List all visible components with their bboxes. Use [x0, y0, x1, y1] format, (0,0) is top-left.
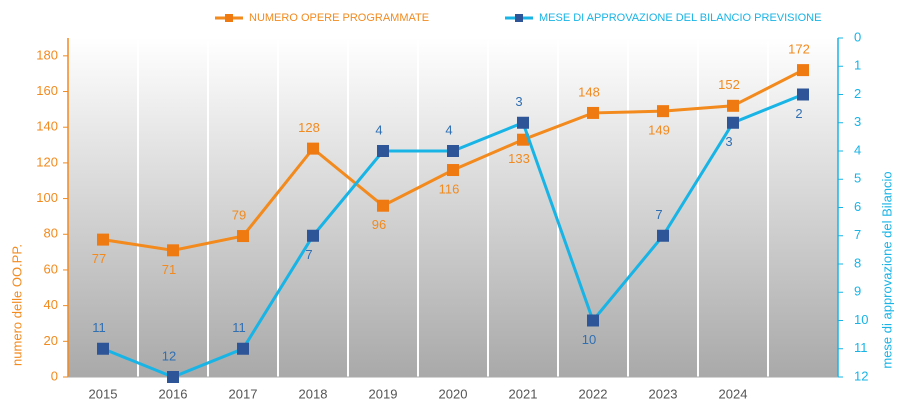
data-label: 11 [232, 320, 246, 335]
data-label: 152 [718, 77, 740, 92]
x-tick-label: 2016 [159, 386, 188, 401]
marker [727, 99, 739, 112]
y2-tick-label: 8 [854, 255, 861, 270]
y-tick-label: 140 [36, 119, 58, 134]
data-label: 149 [648, 123, 670, 138]
data-label: 11 [92, 320, 106, 335]
data-label: 3 [725, 134, 732, 149]
y-tick-label: 0 [51, 368, 58, 383]
plot-background [68, 38, 838, 377]
y2-tick-label: 5 [854, 171, 861, 186]
data-label: 10 [582, 332, 596, 347]
y-tick-label: 80 [44, 226, 58, 241]
y2-tick-label: 11 [854, 340, 868, 355]
y-tick-label: 40 [44, 297, 58, 312]
y2-tick-label: 12 [854, 368, 868, 383]
marker [377, 199, 389, 212]
marker [517, 116, 529, 129]
data-label: 77 [92, 251, 106, 266]
y2-tick-label: 9 [854, 284, 861, 299]
y-tick-label: 100 [36, 190, 58, 205]
data-label: 7 [655, 207, 662, 222]
y2-tick-label: 2 [854, 86, 861, 101]
x-tick-label: 2019 [369, 386, 398, 401]
y2-tick-label: 1 [854, 58, 861, 73]
marker [377, 145, 389, 157]
y2-tick-label: 4 [854, 142, 861, 157]
marker [517, 133, 529, 146]
marker [447, 145, 459, 157]
y-tick-label: 20 [44, 333, 58, 348]
x-tick-label: 2022 [579, 386, 608, 401]
marker [447, 164, 459, 177]
marker [797, 64, 809, 77]
y2-tick-label: 3 [854, 114, 861, 129]
marker [797, 88, 809, 101]
y2-tick-label: 0 [854, 29, 861, 44]
y-axis-label: numero delle OO.PP. [9, 244, 24, 366]
y-tick-label: 180 [36, 47, 58, 62]
legend-label: NUMERO OPERE PROGRAMMATE [249, 12, 429, 24]
y-tick-label: 60 [44, 261, 58, 276]
x-tick-label: 2017 [229, 386, 258, 401]
legend-marker [515, 14, 523, 22]
data-label: 12 [162, 348, 176, 363]
data-label: 4 [375, 122, 382, 137]
marker [237, 342, 249, 355]
y2-tick-label: 7 [854, 227, 861, 242]
marker [97, 342, 109, 355]
data-label: 2 [795, 106, 802, 121]
y-tick-label: 160 [36, 83, 58, 98]
y2-axis-label: mese di approvazione del Bilancio [879, 171, 894, 368]
data-label: 116 [439, 181, 460, 196]
x-tick-label: 2020 [439, 386, 468, 401]
marker [587, 106, 599, 119]
x-tick-label: 2024 [719, 386, 748, 401]
x-tick-label: 2023 [649, 386, 678, 401]
legend-marker [225, 14, 233, 22]
y-tick-label: 120 [36, 154, 58, 169]
data-label: 79 [232, 207, 246, 222]
marker [167, 371, 179, 383]
data-label: 4 [445, 122, 452, 137]
data-label: 172 [788, 42, 810, 57]
marker [97, 233, 109, 246]
x-tick-label: 2015 [89, 386, 118, 401]
marker [657, 105, 669, 118]
data-label: 148 [578, 84, 600, 99]
data-label: 133 [508, 151, 530, 166]
data-label: 7 [305, 247, 312, 262]
data-label: 96 [372, 217, 386, 232]
legend-label: MESE DI APPROVAZIONE DEL BILANCIO PREVIS… [539, 12, 821, 24]
marker [587, 314, 599, 327]
data-label: 128 [298, 120, 320, 135]
data-label: 3 [515, 94, 522, 109]
data-label: 71 [162, 262, 176, 277]
x-tick-label: 2021 [509, 386, 538, 401]
marker [657, 229, 669, 242]
y2-tick-label: 6 [854, 199, 861, 214]
marker [307, 142, 319, 155]
marker [167, 244, 179, 257]
x-tick-label: 2018 [299, 386, 328, 401]
y2-tick-label: 10 [854, 312, 868, 327]
marker [237, 230, 249, 243]
marker [727, 116, 739, 129]
marker [307, 229, 319, 242]
